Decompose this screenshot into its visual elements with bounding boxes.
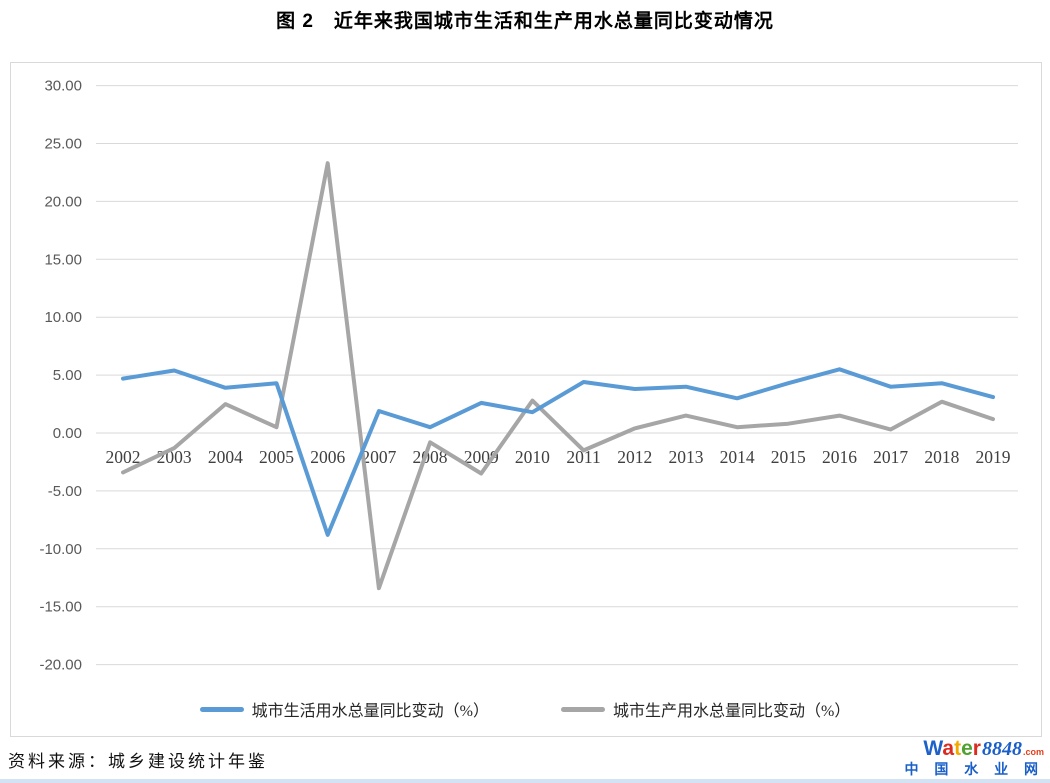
- x-axis-tick-label: 2010: [515, 447, 550, 467]
- x-axis-tick-label: 2014: [720, 447, 755, 467]
- x-axis-tick-label: 2018: [924, 447, 959, 467]
- logo-letter: a: [942, 737, 955, 760]
- chart-legend: 城市生活用水总量同比变动（%） 城市生产用水总量同比变动（%）: [0, 697, 1050, 721]
- y-axis-tick-label: 25.00: [44, 136, 82, 153]
- y-axis-tick-label: 20.00: [44, 193, 82, 210]
- logo-wordmark: Water 8848 .com: [904, 737, 1044, 760]
- bottom-page-edge-strip: [0, 779, 1050, 783]
- x-axis-tick-label: 2005: [259, 447, 294, 467]
- x-axis-tick-label: 2012: [617, 447, 652, 467]
- x-axis-tick-label: 2007: [361, 447, 396, 467]
- series-line-1: [121, 161, 995, 591]
- logo-letter: r: [972, 737, 981, 760]
- y-axis-tick-label: -10.00: [39, 541, 82, 558]
- legend-item-production-water: 城市生产用水总量同比变动（%）: [561, 697, 850, 721]
- y-axis-tick-label: 15.00: [44, 251, 82, 268]
- y-axis-tick-label: -20.00: [39, 657, 82, 674]
- x-axis-tick-label: 2013: [668, 447, 703, 467]
- x-axis-tick-label: 2004: [208, 447, 243, 467]
- x-axis-tick-label: 2006: [310, 447, 345, 467]
- x-axis-tick-label: 2019: [976, 447, 1011, 467]
- logo-8848-text: 8848: [981, 738, 1022, 760]
- series-line-0: [121, 367, 995, 537]
- logo-dotcom-text: .com: [1022, 747, 1044, 757]
- legend-label: 城市生活用水总量同比变动（%）: [251, 703, 489, 720]
- chart-plot-area-border: [10, 62, 1042, 737]
- chart-title: 图 2 近年来我国城市生活和生产用水总量同比变动情况: [276, 11, 774, 32]
- logo-water-text: Water: [923, 737, 981, 760]
- legend-item-domestic-water: 城市生活用水总量同比变动（%）: [199, 697, 489, 721]
- logo-letter: e: [961, 737, 973, 760]
- y-axis-tick-label: -5.00: [48, 483, 82, 500]
- y-axis-tick-label: 5.00: [53, 367, 82, 384]
- water8848-logo[interactable]: Water 8848 .com 中 国 水 业 网: [904, 737, 1044, 778]
- y-axis-tick-label: 0.00: [53, 425, 82, 442]
- x-axis-tick-label: 2015: [771, 447, 806, 467]
- logo-letter: W: [923, 737, 943, 760]
- legend-label: 城市生产用水总量同比变动（%）: [613, 703, 851, 720]
- x-axis-tick-label: 2011: [566, 447, 600, 467]
- logo-chinese-text: 中 国 水 业 网: [904, 761, 1044, 778]
- x-axis-tick-label: 2002: [106, 447, 141, 467]
- x-axis-tick-label: 2017: [873, 447, 908, 467]
- data-source-note: 资料来源：城乡建设统计年鉴: [8, 752, 268, 772]
- y-axis-tick-label: 30.00: [44, 78, 82, 95]
- y-axis-tick-label: -15.00: [39, 599, 82, 616]
- logo-letter: t: [954, 737, 962, 760]
- y-axis-tick-label: 10.00: [44, 309, 82, 326]
- legend-line-swatch-blue: [199, 706, 244, 712]
- legend-line-swatch-gray: [561, 706, 605, 712]
- x-axis-tick-label: 2016: [822, 447, 857, 467]
